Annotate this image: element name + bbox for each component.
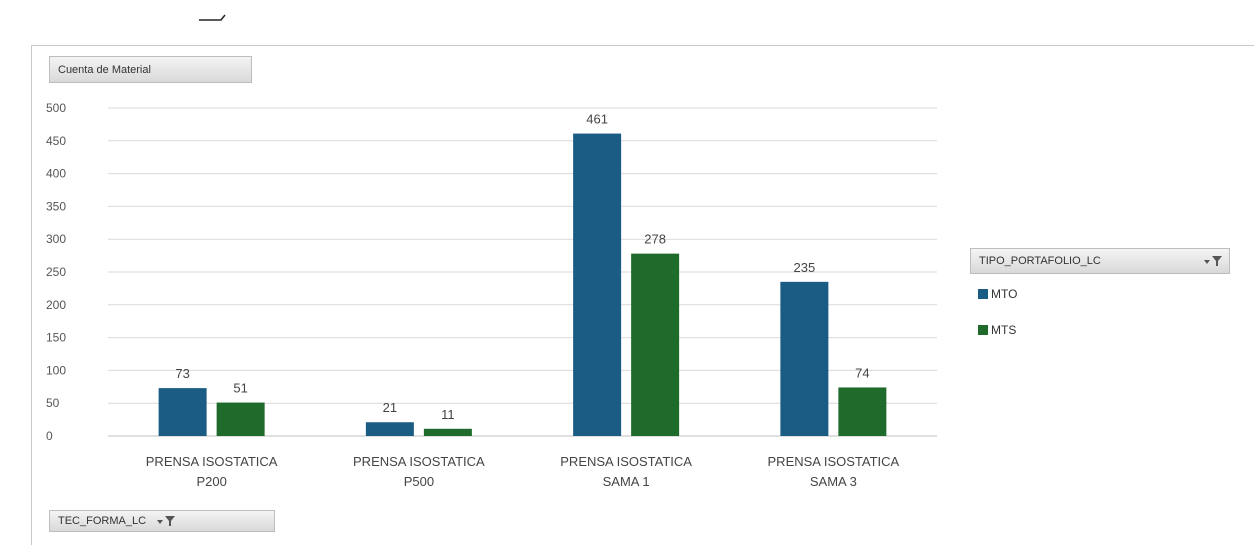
x-category-label: PRENSA ISOSTATICA [353, 454, 485, 469]
chart-area [31, 45, 1254, 545]
bar-mts [216, 402, 265, 436]
bar-mto [365, 422, 414, 436]
legend-field-button[interactable]: TIPO_PORTAFOLIO_LC [970, 248, 1230, 274]
legend-label: MTS [991, 323, 1017, 337]
data-label: 11 [441, 407, 455, 422]
y-tick-label: 300 [46, 232, 66, 246]
legend-item-mts: MTS [978, 320, 1017, 340]
data-label: 461 [586, 112, 608, 127]
legend-swatch [978, 325, 988, 335]
x-category-label: PRENSA ISOSTATICA [560, 454, 692, 469]
legend: MTO MTS [978, 284, 1017, 356]
values-field-label: Cuenta de Material [58, 63, 151, 76]
data-label: 73 [175, 366, 189, 381]
y-tick-label: 0 [46, 429, 53, 443]
y-tick-label: 50 [46, 396, 60, 410]
y-tick-label: 150 [46, 331, 66, 345]
data-label: 74 [855, 365, 869, 380]
legend-swatch [978, 289, 988, 299]
x-category-label: SAMA 1 [603, 474, 650, 489]
y-tick-label: 200 [46, 298, 66, 312]
filter-dropdown-icon[interactable] [156, 515, 176, 527]
data-label: 235 [794, 260, 816, 275]
data-label: 51 [233, 381, 247, 396]
y-tick-label: 450 [46, 134, 66, 148]
y-tick-label: 400 [46, 167, 66, 181]
chart-plot: 0 50 100 150 200 250 300 350 400 450 500 73 51 PRENSA… [46, 101, 937, 489]
legend-item-mto: MTO [978, 284, 1017, 304]
bar-mts [838, 387, 887, 436]
y-tick-label: 500 [46, 101, 66, 115]
data-label: 278 [644, 232, 666, 247]
axis-field-button[interactable]: TEC_FORMA_LC [49, 510, 275, 532]
legend-label: MTO [991, 287, 1018, 301]
x-category-label: P200 [196, 474, 226, 489]
data-label: 21 [383, 400, 397, 415]
bar-mto [573, 133, 622, 437]
bar-mts [423, 428, 472, 436]
legend-field-label: TIPO_PORTAFOLIO_LC [979, 255, 1101, 267]
axis-field-label: TEC_FORMA_LC [58, 515, 147, 527]
x-category-label: PRENSA ISOSTATICA [146, 454, 278, 469]
corner-mark [199, 14, 226, 21]
y-tick-label: 250 [46, 265, 66, 279]
filter-dropdown-icon[interactable] [1203, 255, 1223, 267]
x-category-label: SAMA 3 [810, 474, 857, 489]
values-field-button[interactable]: Cuenta de Material [49, 56, 252, 83]
y-tick-label: 350 [46, 199, 66, 213]
bar-mto [780, 281, 829, 436]
x-category-label: P500 [404, 474, 434, 489]
x-category-label: PRENSA ISOSTATICA [768, 454, 900, 469]
bar-mts [631, 253, 680, 436]
y-tick-label: 100 [46, 363, 66, 377]
bar-mto [158, 388, 207, 436]
